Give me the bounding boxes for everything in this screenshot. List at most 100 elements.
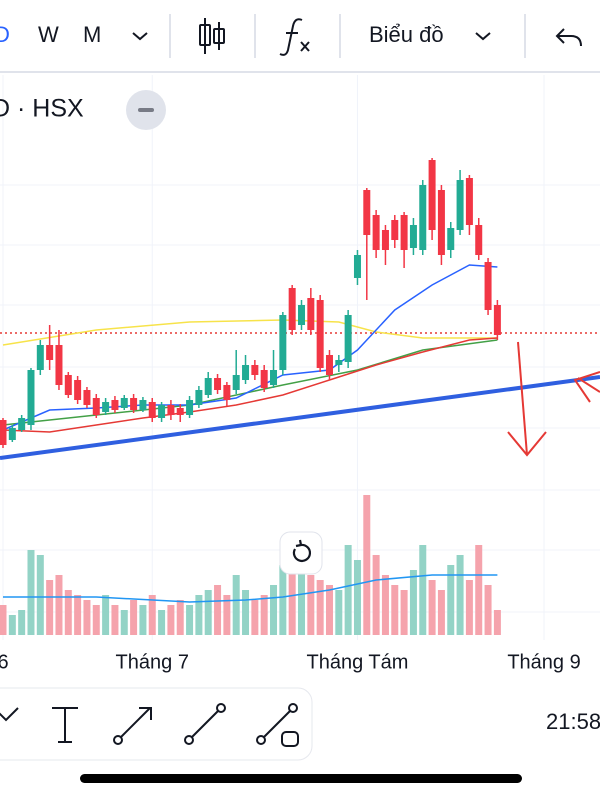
volume-bar (335, 590, 343, 635)
volume-bar (130, 600, 138, 635)
interval-button[interactable]: W (38, 22, 59, 47)
candle-body (465, 178, 473, 225)
drawn-arrow (507, 341, 547, 457)
reset-icon (292, 539, 312, 562)
volume-bar (381, 575, 389, 635)
x-tick-label: Tháng Tám (307, 651, 409, 673)
volume-bar (344, 545, 352, 635)
volume-bar (55, 575, 63, 635)
candle-body (120, 398, 128, 408)
candle-body (419, 185, 427, 250)
candle-body (447, 228, 455, 250)
candle-body (158, 405, 166, 418)
candle-body (335, 360, 343, 365)
moving-average-line (2, 337, 498, 433)
plot (0, 75, 600, 640)
candle-body (55, 345, 63, 385)
trend-line (0, 375, 600, 460)
volume-bar (242, 590, 250, 635)
volume-bar (102, 595, 110, 635)
text-tool[interactable] (52, 707, 78, 743)
volume-bar (316, 580, 324, 635)
candle-body (214, 378, 222, 390)
volume-bar (260, 595, 268, 635)
candle-body (316, 300, 324, 368)
candle-icon[interactable] (199, 18, 225, 54)
candle-body (8, 428, 16, 440)
volume-bar (307, 575, 315, 635)
volume-bar (409, 570, 417, 635)
toolbar-panel (0, 687, 313, 761)
arrow-tool[interactable] (113, 707, 152, 745)
volume-bar (111, 605, 119, 635)
volume-bar (391, 585, 399, 635)
volume-bar (279, 565, 287, 635)
reset-button[interactable] (279, 531, 323, 575)
candle-body (428, 160, 436, 230)
x-tick-label: Tháng 9 (507, 651, 580, 673)
interval-button[interactable]: D (0, 22, 10, 47)
volume-bar (475, 545, 483, 635)
volume-bar (18, 610, 26, 635)
volume-bar (353, 560, 361, 635)
candle-body (18, 418, 26, 430)
candle-body (130, 398, 138, 410)
volume-bar (0, 605, 7, 635)
volume-bar (92, 605, 100, 635)
candle-body (111, 400, 119, 410)
volume-bar (83, 600, 91, 635)
candle-body (391, 220, 399, 240)
line-tool[interactable] (184, 703, 226, 745)
candle-body (83, 390, 91, 405)
volume-bar (447, 565, 455, 635)
candle-body (204, 378, 212, 395)
volume-bar (74, 595, 82, 635)
candle-body (148, 402, 156, 418)
volume-bar (139, 605, 147, 635)
candle-body (456, 180, 464, 230)
candle-body (437, 190, 445, 255)
candle-body (288, 288, 296, 330)
interval-chevron[interactable] (132, 32, 148, 41)
volume-bar (270, 585, 278, 635)
volume-bar (158, 610, 166, 635)
volume-bar (428, 580, 436, 635)
candle-body (139, 400, 147, 410)
candle-body (195, 390, 203, 405)
x-tick-label: 6 (0, 651, 9, 673)
indicator-icon[interactable] (279, 18, 310, 56)
x-tick-label: Tháng 7 (116, 651, 189, 673)
volume-bar (493, 610, 501, 635)
undo-icon[interactable] (555, 28, 582, 47)
candle-body (167, 405, 175, 415)
symbol-label: D · HSX (0, 95, 84, 123)
volume-bar (325, 585, 333, 635)
candle-body (307, 298, 315, 330)
tool-icon[interactable] (0, 707, 19, 722)
volume-bar (465, 580, 473, 635)
candle-body (36, 345, 44, 370)
candle-body (484, 262, 492, 310)
candle-body (251, 365, 259, 375)
volume-ma-line (3, 574, 498, 603)
volume-bar (372, 555, 380, 635)
interval-button[interactable]: M (83, 22, 101, 47)
candle-body (279, 315, 287, 370)
chart-type-chevron[interactable] (475, 32, 491, 41)
drawn-arrow (573, 371, 600, 403)
volume-bar (64, 590, 72, 635)
candle-body (232, 375, 240, 390)
chart-type-button[interactable]: Biểu đồ (369, 22, 444, 47)
candle-body (270, 370, 278, 385)
volume-bar (120, 610, 128, 635)
candle-body (223, 385, 231, 400)
candle-body (400, 215, 408, 250)
candle-body (92, 398, 100, 415)
ray-tool[interactable] (256, 703, 299, 747)
candle-body (344, 315, 352, 362)
candle-body (325, 355, 333, 375)
volume-bar (46, 580, 54, 635)
candle-body (74, 380, 82, 400)
top-toolbar: D W M Biểu đồ (0, 0, 600, 73)
